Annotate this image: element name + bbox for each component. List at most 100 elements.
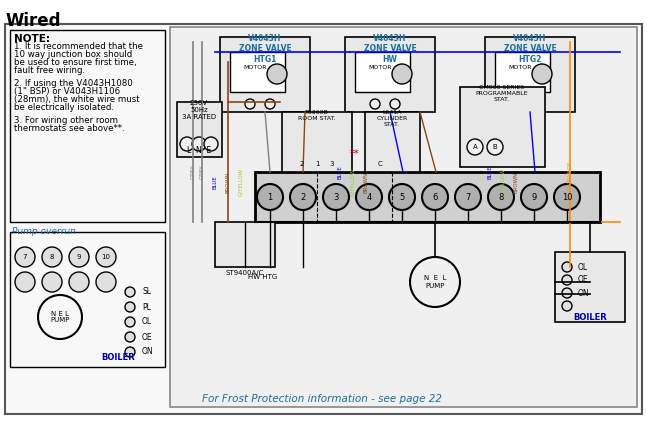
Bar xyxy=(460,87,545,167)
Text: C: C xyxy=(378,161,382,167)
Text: 10 way junction box should: 10 way junction box should xyxy=(14,50,132,59)
Text: BROWN: BROWN xyxy=(226,171,230,192)
Circle shape xyxy=(467,139,483,155)
Text: 230V
50Hz
3A RATED: 230V 50Hz 3A RATED xyxy=(182,100,216,120)
Text: SL: SL xyxy=(142,287,151,297)
Text: 4: 4 xyxy=(366,192,371,201)
Circle shape xyxy=(125,347,135,357)
Text: 9: 9 xyxy=(531,192,536,201)
Text: 5: 5 xyxy=(399,192,404,201)
Text: PL: PL xyxy=(142,303,151,311)
Circle shape xyxy=(562,301,572,311)
Text: 7: 7 xyxy=(465,192,470,201)
Text: MOTOR: MOTOR xyxy=(243,65,267,70)
Circle shape xyxy=(554,184,580,210)
Text: ST9400A/C: ST9400A/C xyxy=(226,270,264,276)
Text: 10: 10 xyxy=(562,192,572,201)
Text: CM900 SERIES
PROGRAMMABLE
STAT.: CM900 SERIES PROGRAMMABLE STAT. xyxy=(476,85,529,102)
Text: BROWN: BROWN xyxy=(514,171,518,192)
Circle shape xyxy=(323,184,349,210)
Text: 2. If using the V4043H1080: 2. If using the V4043H1080 xyxy=(14,79,133,88)
Bar xyxy=(555,252,625,322)
Circle shape xyxy=(562,288,572,298)
Circle shape xyxy=(180,137,194,151)
Text: OE: OE xyxy=(578,276,589,284)
Text: ON: ON xyxy=(142,347,153,357)
Circle shape xyxy=(125,332,135,342)
Circle shape xyxy=(96,247,116,267)
Text: GREY: GREY xyxy=(199,165,204,179)
Text: BLUE: BLUE xyxy=(212,175,217,189)
Text: be used to ensure first time,: be used to ensure first time, xyxy=(14,58,137,67)
Text: V4043H
ZONE VALVE
HTG2: V4043H ZONE VALVE HTG2 xyxy=(503,34,556,64)
Text: ORANGE: ORANGE xyxy=(567,160,573,184)
Text: NOTE:: NOTE: xyxy=(14,34,50,44)
Bar xyxy=(365,112,420,172)
Text: 2: 2 xyxy=(300,161,304,167)
Text: V4043H
ZONE VALVE
HW: V4043H ZONE VALVE HW xyxy=(364,34,417,64)
Text: be electrically isolated.: be electrically isolated. xyxy=(14,103,114,112)
Text: (28mm), the white wire must: (28mm), the white wire must xyxy=(14,95,140,104)
Bar xyxy=(495,52,550,92)
Text: 7: 7 xyxy=(23,254,27,260)
Text: (1" BSP) or V4043H1106: (1" BSP) or V4043H1106 xyxy=(14,87,120,96)
Text: BLUE: BLUE xyxy=(487,165,492,179)
Text: GREY: GREY xyxy=(190,165,195,179)
Circle shape xyxy=(532,64,552,84)
Circle shape xyxy=(530,99,540,109)
Circle shape xyxy=(562,275,572,285)
Text: 8: 8 xyxy=(498,192,503,201)
Circle shape xyxy=(245,99,255,109)
Text: BROWN: BROWN xyxy=(364,171,369,192)
Text: 10: 10 xyxy=(102,254,111,260)
Bar xyxy=(220,37,310,112)
Circle shape xyxy=(356,184,382,210)
Text: BOILER: BOILER xyxy=(101,353,135,362)
Text: HW HTG: HW HTG xyxy=(248,274,278,280)
Text: BOILER: BOILER xyxy=(573,313,607,322)
Text: fault free wiring.: fault free wiring. xyxy=(14,66,85,75)
Circle shape xyxy=(257,184,283,210)
Bar xyxy=(10,30,165,222)
Circle shape xyxy=(125,287,135,297)
Text: 6: 6 xyxy=(432,192,437,201)
Text: 3: 3 xyxy=(330,161,334,167)
Bar xyxy=(485,37,575,112)
Text: L641A
CYLINDER
STAT.: L641A CYLINDER STAT. xyxy=(377,110,408,127)
Circle shape xyxy=(267,64,287,84)
Circle shape xyxy=(204,137,218,151)
Text: N  E  L
PUMP: N E L PUMP xyxy=(424,276,446,289)
Bar xyxy=(230,52,285,92)
Circle shape xyxy=(290,184,316,210)
Text: **: ** xyxy=(350,149,360,159)
Circle shape xyxy=(96,272,116,292)
Text: thermostats see above**.: thermostats see above**. xyxy=(14,124,125,133)
Text: A: A xyxy=(472,144,477,150)
Circle shape xyxy=(488,184,514,210)
Circle shape xyxy=(390,99,400,109)
Circle shape xyxy=(42,272,62,292)
Text: Wired: Wired xyxy=(5,12,61,30)
Bar xyxy=(255,172,600,222)
Circle shape xyxy=(15,247,35,267)
Circle shape xyxy=(15,272,35,292)
Circle shape xyxy=(38,295,82,339)
Text: ON: ON xyxy=(578,289,589,298)
Circle shape xyxy=(125,317,135,327)
Circle shape xyxy=(192,137,206,151)
Text: G/YELLOW: G/YELLOW xyxy=(239,168,243,196)
Text: L  N  E: L N E xyxy=(187,146,211,155)
Text: 1: 1 xyxy=(314,161,319,167)
Text: 3. For wiring other room: 3. For wiring other room xyxy=(14,116,118,125)
Text: BLUE: BLUE xyxy=(338,165,342,179)
Circle shape xyxy=(521,184,547,210)
Bar xyxy=(215,222,275,267)
Circle shape xyxy=(410,257,460,307)
Text: 9: 9 xyxy=(77,254,82,260)
Text: 2: 2 xyxy=(300,192,305,201)
Circle shape xyxy=(562,262,572,272)
Circle shape xyxy=(455,184,481,210)
Text: 1: 1 xyxy=(267,192,272,201)
Circle shape xyxy=(69,272,89,292)
Bar xyxy=(10,232,165,367)
